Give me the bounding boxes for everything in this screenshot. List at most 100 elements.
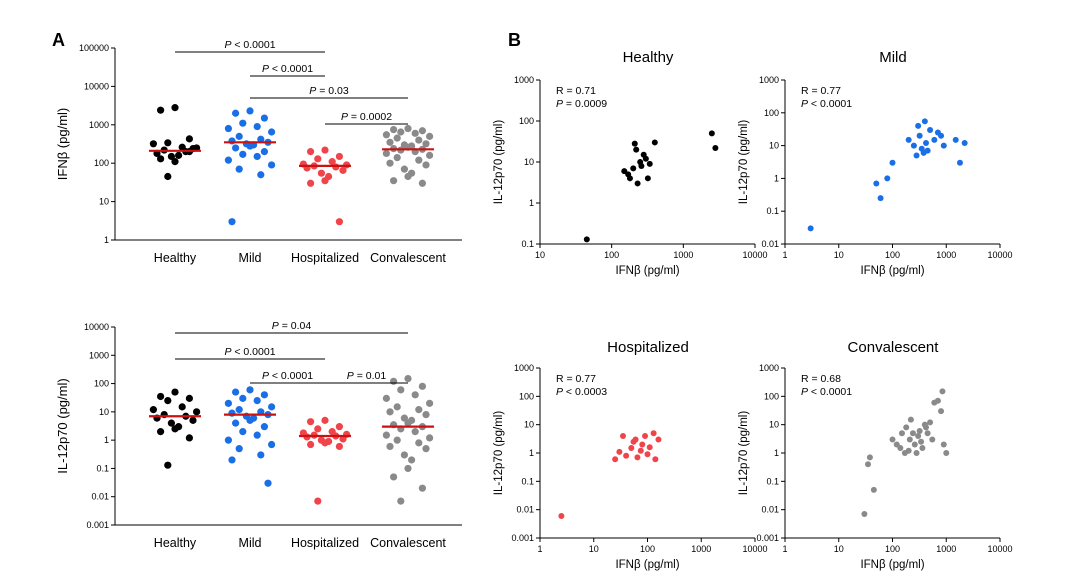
dot-mild — [239, 119, 247, 127]
dot-hospitalized — [307, 440, 315, 449]
x-tick-label: 1000 — [691, 544, 711, 554]
dot-convalescent — [393, 403, 401, 411]
scatter-point — [807, 225, 814, 232]
scatter-point — [943, 450, 950, 456]
dot-mild — [235, 406, 243, 414]
y-tick-label: 0.1 — [521, 476, 534, 486]
dot-mild — [246, 142, 254, 150]
dot-convalescent — [422, 445, 430, 453]
dot-hospitalized — [335, 218, 343, 226]
scatter-point — [915, 122, 922, 129]
comparison-p-value: P = 0.03 — [309, 85, 349, 97]
dot-healthy — [171, 388, 179, 396]
y-tick-label: 0.01 — [91, 492, 109, 502]
scatter-point — [927, 419, 934, 426]
y-tick-label: 100 — [94, 379, 109, 389]
dot-hospitalized — [321, 146, 329, 154]
dot-convalescent — [400, 451, 408, 459]
scatter-point — [909, 430, 916, 437]
scatter-point — [864, 461, 871, 468]
dot-healthy — [164, 139, 172, 147]
dot-healthy — [193, 408, 201, 416]
dot-convalescent — [393, 153, 401, 162]
y-tick-label: 100000 — [79, 43, 109, 53]
y-tick-label: 10000 — [84, 81, 109, 91]
y-tick-label: 10 — [524, 157, 534, 167]
scatter-point — [938, 132, 945, 139]
dot-mild — [253, 431, 261, 439]
x-tick-label: 10 — [834, 544, 844, 554]
scatter-point — [910, 142, 917, 149]
scatter-point — [866, 454, 873, 461]
scatter-point — [938, 408, 945, 415]
y-tick-label: 0.01 — [516, 505, 534, 515]
dot-convalescent — [422, 161, 430, 169]
y-tick-label: 0.001 — [511, 533, 534, 543]
dot-hospitalized — [307, 148, 315, 156]
scatter-point — [905, 136, 912, 143]
dot-convalescent — [418, 382, 426, 390]
x-tick-label: 1000 — [936, 544, 956, 554]
dot-convalescent — [404, 124, 412, 133]
scatter-point — [642, 432, 649, 439]
scatter-point — [630, 165, 637, 172]
scatter-point — [631, 140, 638, 147]
dot-hospitalized — [314, 425, 322, 433]
dot-convalescent — [393, 436, 401, 444]
category-label: Convalescent — [370, 251, 446, 265]
scatter-point — [905, 447, 912, 454]
dot-convalescent — [397, 128, 405, 136]
dot-healthy — [167, 419, 175, 427]
y-tick-label: 1 — [774, 173, 779, 183]
scatter-point — [646, 160, 653, 167]
scatter-point — [628, 445, 635, 452]
dot-convalescent — [393, 134, 401, 142]
scatter-point — [898, 430, 905, 437]
y-axis-label: IFNβ (pg/ml) — [55, 108, 70, 180]
dot-convalescent — [418, 179, 426, 187]
dot-mild — [232, 109, 240, 117]
dot-healthy — [189, 416, 197, 424]
y-tick-label: 100 — [764, 391, 779, 401]
comparison-p-value: P < 0.0001 — [224, 39, 275, 51]
scatter-point — [634, 180, 641, 187]
x-tick-label: 1 — [782, 544, 787, 554]
dot-mild — [228, 218, 236, 226]
dot-convalescent — [400, 414, 408, 422]
correlation-r: R = 0.77 — [556, 373, 596, 385]
y-axis-label: IL-12p70 (pg/ml) — [493, 411, 505, 496]
scatter-point — [897, 445, 904, 452]
dot-mild — [232, 419, 240, 427]
dot-hospitalized — [339, 166, 347, 174]
dot-healthy — [157, 155, 165, 163]
x-axis-label: IFNβ (pg/ml) — [615, 559, 679, 571]
dot-convalescent — [415, 136, 423, 144]
dot-convalescent — [390, 377, 398, 385]
correlation-r: R = 0.68 — [801, 373, 841, 385]
dot-healthy — [164, 461, 172, 469]
scatter-point — [638, 162, 645, 169]
correlation-r: R = 0.71 — [556, 85, 596, 97]
y-tick-label: 1 — [104, 435, 109, 445]
y-tick-label: 1000 — [89, 350, 109, 360]
y-axis-label: IL-12p70 (pg/ml) — [493, 120, 505, 205]
dot-healthy — [164, 397, 172, 405]
panel-label-b: B — [508, 30, 521, 50]
dot-convalescent — [415, 439, 423, 447]
scatter-point — [952, 136, 959, 143]
correlation-p: P < 0.0001 — [801, 98, 852, 110]
scatter-point — [889, 159, 896, 166]
scatter-point — [712, 144, 719, 151]
comparison-p-value: P < 0.0001 — [262, 370, 313, 382]
dot-mild — [268, 128, 276, 136]
y-tick-label: 0.001 — [756, 533, 779, 543]
dot-hospitalized — [335, 152, 343, 161]
y-tick-label: 0.1 — [766, 206, 779, 216]
dot-convalescent — [386, 442, 394, 451]
dot-convalescent — [386, 408, 394, 416]
scatter-point — [708, 130, 715, 137]
x-axis-label: IFNβ (pg/ml) — [615, 265, 679, 277]
dot-convalescent — [418, 484, 426, 492]
correlation-p: P < 0.0003 — [556, 386, 607, 398]
